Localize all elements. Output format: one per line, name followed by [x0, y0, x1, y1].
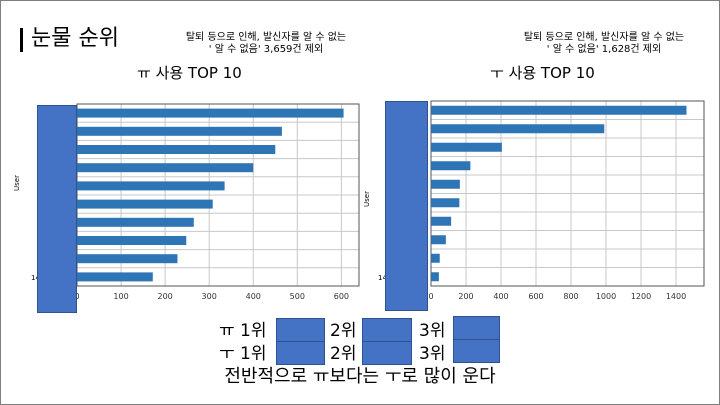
yu-rank-3-label: 3위 [419, 321, 446, 341]
left-xtick-label-2: 200 [157, 292, 172, 301]
left-username-cover [37, 105, 77, 313]
left-exclusion-note: 탈퇴 등으로 인해, 발신자를 알 수 없는 ' 알 수 없음' 3,659건 … [161, 32, 371, 56]
right-bar-2 [431, 124, 605, 134]
left-xtick-label-6: 600 [334, 292, 349, 301]
right-xtick-label-4: 800 [563, 292, 578, 301]
right-bar-5 [431, 179, 460, 189]
right-username-cover [385, 101, 428, 311]
right-xtick-label-5: 1000 [596, 292, 616, 301]
left-bar-8 [77, 236, 187, 245]
left-chart-title: ㅠ 사용 TOP 10 [137, 64, 242, 82]
left-bar-5 [77, 181, 225, 191]
right-exclusion-note: 탈퇴 등으로 인해, 발신자를 알 수 없는 ' 알 수 없음' 1,628건 … [499, 32, 709, 56]
u-rank-2-box [362, 341, 412, 365]
summary-text: 전반적으로 ㅠ보다는 ㅜ로 많이 운다 [224, 366, 496, 387]
right-bar-4 [431, 161, 471, 171]
left-bar-7 [77, 217, 194, 227]
right-bar-8 [431, 235, 446, 245]
left-plot-group: 0 100 200 300 400 500 600 [74, 103, 360, 301]
right-note-line2: ' 알 수 없음' 1,628건 제외 [546, 44, 662, 55]
right-bar-10 [431, 272, 439, 282]
left-bar-3 [77, 145, 276, 154]
left-bar-9 [77, 254, 178, 264]
right-plot-group: 0 200 400 600 800 1000 1200 1400 [428, 100, 705, 301]
left-bar-10 [77, 272, 153, 282]
u-rank-3-box [453, 339, 500, 363]
u-rank-3-label: 3위 [419, 344, 446, 364]
right-xtick-label-7: 1400 [666, 292, 686, 301]
right-xtick-label-1: 200 [458, 292, 473, 301]
right-plot-frame [430, 100, 705, 287]
right-bar-1 [431, 105, 687, 115]
left-y-axis-label: User [13, 175, 21, 191]
title-accent-bar [20, 28, 23, 52]
left-bar-4 [77, 163, 254, 173]
left-xtick-label-3: 300 [202, 292, 217, 301]
left-y-tick-label: 14 [31, 274, 40, 282]
left-note-line1: 탈퇴 등으로 인해, 발신자를 알 수 없는 [185, 32, 347, 43]
right-note-line1: 탈퇴 등으로 인해, 발신자를 알 수 없는 [523, 32, 685, 43]
left-bar-6 [77, 199, 213, 209]
right-bar-7 [431, 216, 452, 226]
u-rank-1-label: ㅜ 1위 [219, 344, 267, 364]
yu-rank-2-box [362, 318, 412, 342]
right-bar-6 [431, 198, 460, 208]
left-xtick-label-4: 400 [246, 292, 261, 301]
u-rank-1-box [276, 341, 325, 365]
right-bar-3 [431, 142, 502, 152]
u-rank-2-label: 2위 [330, 344, 357, 364]
yu-rank-1-box [276, 318, 325, 342]
right-y-tick-label: 14 [378, 274, 387, 282]
left-xtick-label-5: 500 [290, 292, 305, 301]
left-note-line2: ' 알 수 없음' 3,659건 제외 [208, 44, 324, 55]
right-xtick-label-2: 400 [493, 292, 508, 301]
yu-rank-1-label: ㅠ 1위 [219, 321, 267, 341]
right-bar-9 [431, 253, 440, 263]
left-plot-frame [76, 103, 360, 287]
right-chart-title: ㅜ 사용 TOP 10 [490, 64, 595, 82]
right-xtick-label-6: 1200 [631, 292, 651, 301]
right-xtick-label-3: 600 [528, 292, 543, 301]
left-bar-1 [77, 108, 344, 118]
yu-rank-2-label: 2위 [330, 321, 357, 341]
yu-rank-3-box [453, 316, 500, 340]
left-bar-2 [77, 126, 282, 136]
left-xtick-label-1: 100 [113, 292, 128, 301]
page-title: 눈물 순위 [31, 26, 119, 51]
right-xtick-label-0: 0 [428, 292, 433, 301]
right-y-axis-label: User [363, 191, 371, 207]
